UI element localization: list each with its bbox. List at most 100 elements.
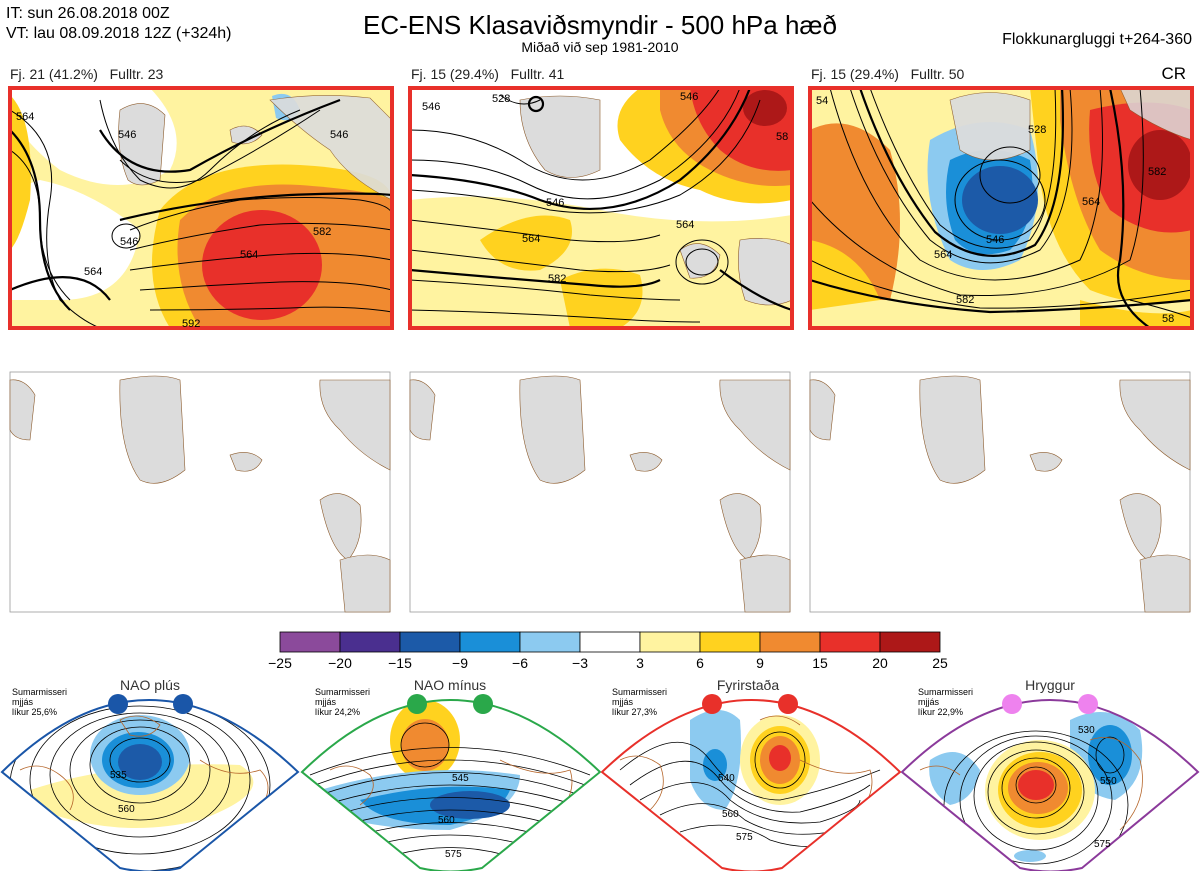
contour-label: 528 xyxy=(492,93,510,105)
regime-prob: líkur 24,2% xyxy=(315,707,360,717)
regime-name: NAO mínus xyxy=(414,677,486,693)
contour-label: 58 xyxy=(776,131,788,143)
init-time: IT: sun 26.08.2018 00Z xyxy=(6,5,170,22)
regime-contour-label: 560 xyxy=(722,809,739,820)
panel3-fj: Fj. 15 (29.4%) xyxy=(811,66,899,82)
contour-label: 564 xyxy=(934,249,952,261)
regime-marker xyxy=(473,694,493,714)
panel1-fulltr: Fulltr. 23 xyxy=(109,66,164,82)
colorbar-swatch xyxy=(699,631,761,653)
regime-contour-label: 560 xyxy=(118,804,135,815)
regime-season: Sumarmisseri xyxy=(612,687,667,697)
colorbar-swatch xyxy=(579,631,641,653)
regime-smooth: mjjás xyxy=(612,697,634,707)
regime-prob: líkur 25,6% xyxy=(12,707,57,717)
colorbar-tick-label: −3 xyxy=(572,655,588,671)
colorbar-swatch xyxy=(759,631,821,653)
regime-nao-minus: NAO mínus Sumarmisseri mjjás líkur 24,2%… xyxy=(300,677,602,871)
regime-contour-label: 575 xyxy=(1094,839,1111,850)
regime-marker xyxy=(702,694,722,714)
regime-name: Fyrirstaða xyxy=(717,677,779,693)
colorbar-tick-label: −20 xyxy=(328,655,352,671)
regime-season: Sumarmisseri xyxy=(12,687,67,697)
panel1-fj: Fj. 21 (41.2%) xyxy=(10,66,98,82)
colorbar-swatch xyxy=(279,631,341,653)
contour-label: 54 xyxy=(816,95,828,107)
cr-label: CR xyxy=(1161,64,1186,83)
regime-smooth: mjjás xyxy=(315,697,337,707)
colorbar-tick-label: 3 xyxy=(636,655,644,671)
panel3-contour-labels: 528 546 564 582 582 564 58 54 xyxy=(816,95,1174,325)
colorbar: −25 −20 −15 −9 −6 −3 3 6 9 15 20 25 xyxy=(268,631,948,671)
colorbar-tick-label: 20 xyxy=(872,655,888,671)
contour-label: 564 xyxy=(676,219,694,231)
panel3-fulltr: Fulltr. 50 xyxy=(910,66,965,82)
empty-map-2 xyxy=(409,371,791,613)
contour-label: 564 xyxy=(240,249,258,261)
regime-contour-label: 560 xyxy=(438,815,455,826)
contour-label: 564 xyxy=(522,233,540,245)
colorbar-swatch xyxy=(519,631,581,653)
panel3-labels: Fj. 15 (29.4%) Fulltr. 50 xyxy=(811,66,964,82)
panel2-map xyxy=(410,88,792,328)
colorbar-tick-label: −15 xyxy=(388,655,412,671)
contour-label: 564 xyxy=(16,111,34,123)
colorbar-tick-label: 25 xyxy=(932,655,948,671)
colorbar-swatch xyxy=(339,631,401,653)
regime-ridge: Hryggur Sumarmisseri mjjás líkur 22,9% 5… xyxy=(900,677,1200,871)
regime-prob: líkur 27,3% xyxy=(612,707,657,717)
contour-label: 528 xyxy=(1028,124,1046,136)
regime-marker xyxy=(173,694,193,714)
regime-contour-label: 545 xyxy=(452,773,469,784)
contour-label: 546 xyxy=(680,91,698,103)
colorbar-swatch xyxy=(399,631,461,653)
colorbar-tick-label: −25 xyxy=(268,655,292,671)
contour-label: 582 xyxy=(956,294,974,306)
regime-marker xyxy=(407,694,427,714)
contour-label: 582 xyxy=(1148,166,1166,178)
contour-label: 592 xyxy=(182,318,200,330)
regime-contour-label: 530 xyxy=(1078,725,1095,736)
regime-blocking: Fyrirstaða Sumarmisseri mjjás líkur 27,3… xyxy=(600,677,902,871)
page-subtitle: Miðað við sep 1981-2010 xyxy=(521,39,679,55)
regime-marker xyxy=(778,694,798,714)
regime-name: NAO plús xyxy=(120,677,180,693)
regime-nao-plus: NAO plús Sumarmisseri mjjás líkur 25,6% … xyxy=(0,677,300,871)
colorbar-tick-label: −9 xyxy=(452,655,468,671)
colorbar-swatch xyxy=(459,631,521,653)
colorbar-tick-label: −6 xyxy=(512,655,528,671)
regime-marker xyxy=(1078,694,1098,714)
colorbar-tick-label: 9 xyxy=(756,655,764,671)
colorbar-swatch xyxy=(819,631,881,653)
contour-label: 546 xyxy=(422,101,440,113)
contour-label: 582 xyxy=(313,226,331,238)
regime-contour-label: 535 xyxy=(110,770,127,781)
panel2-fulltr: Fulltr. 41 xyxy=(510,66,565,82)
regime-smooth: mjjás xyxy=(12,697,34,707)
contour-label: 564 xyxy=(84,266,102,278)
panel3-map xyxy=(810,88,1192,328)
regime-season: Sumarmisseri xyxy=(918,687,973,697)
empty-map-1 xyxy=(9,371,391,613)
regime-marker xyxy=(1002,694,1022,714)
empty-maps-row xyxy=(9,371,1191,613)
panel2-border xyxy=(408,86,794,330)
header-times: IT: sun 26.08.2018 00Z VT: lau 08.09.201… xyxy=(6,4,232,44)
panel2-labels: Fj. 15 (29.4%) Fulltr. 41 xyxy=(411,66,564,82)
contour-label: 58 xyxy=(1162,313,1174,325)
panel1-map xyxy=(10,88,392,328)
regime-contour-label: 550 xyxy=(1100,776,1117,787)
colorbar-tick-label: 6 xyxy=(696,655,704,671)
colorbar-swatch xyxy=(879,631,941,653)
contour-label: 546 xyxy=(118,129,136,141)
empty-map-3 xyxy=(809,371,1191,613)
contour-label: 582 xyxy=(548,273,566,285)
contour-label: 546 xyxy=(120,236,138,248)
contour-label: 546 xyxy=(546,197,564,209)
panel2-fj: Fj. 15 (29.4%) xyxy=(411,66,499,82)
panel1-labels: Fj. 21 (41.2%) Fulltr. 23 xyxy=(10,66,163,82)
regime-contour-label: 575 xyxy=(445,849,462,860)
panel1-border xyxy=(8,86,394,330)
panel3-border xyxy=(808,86,1194,330)
